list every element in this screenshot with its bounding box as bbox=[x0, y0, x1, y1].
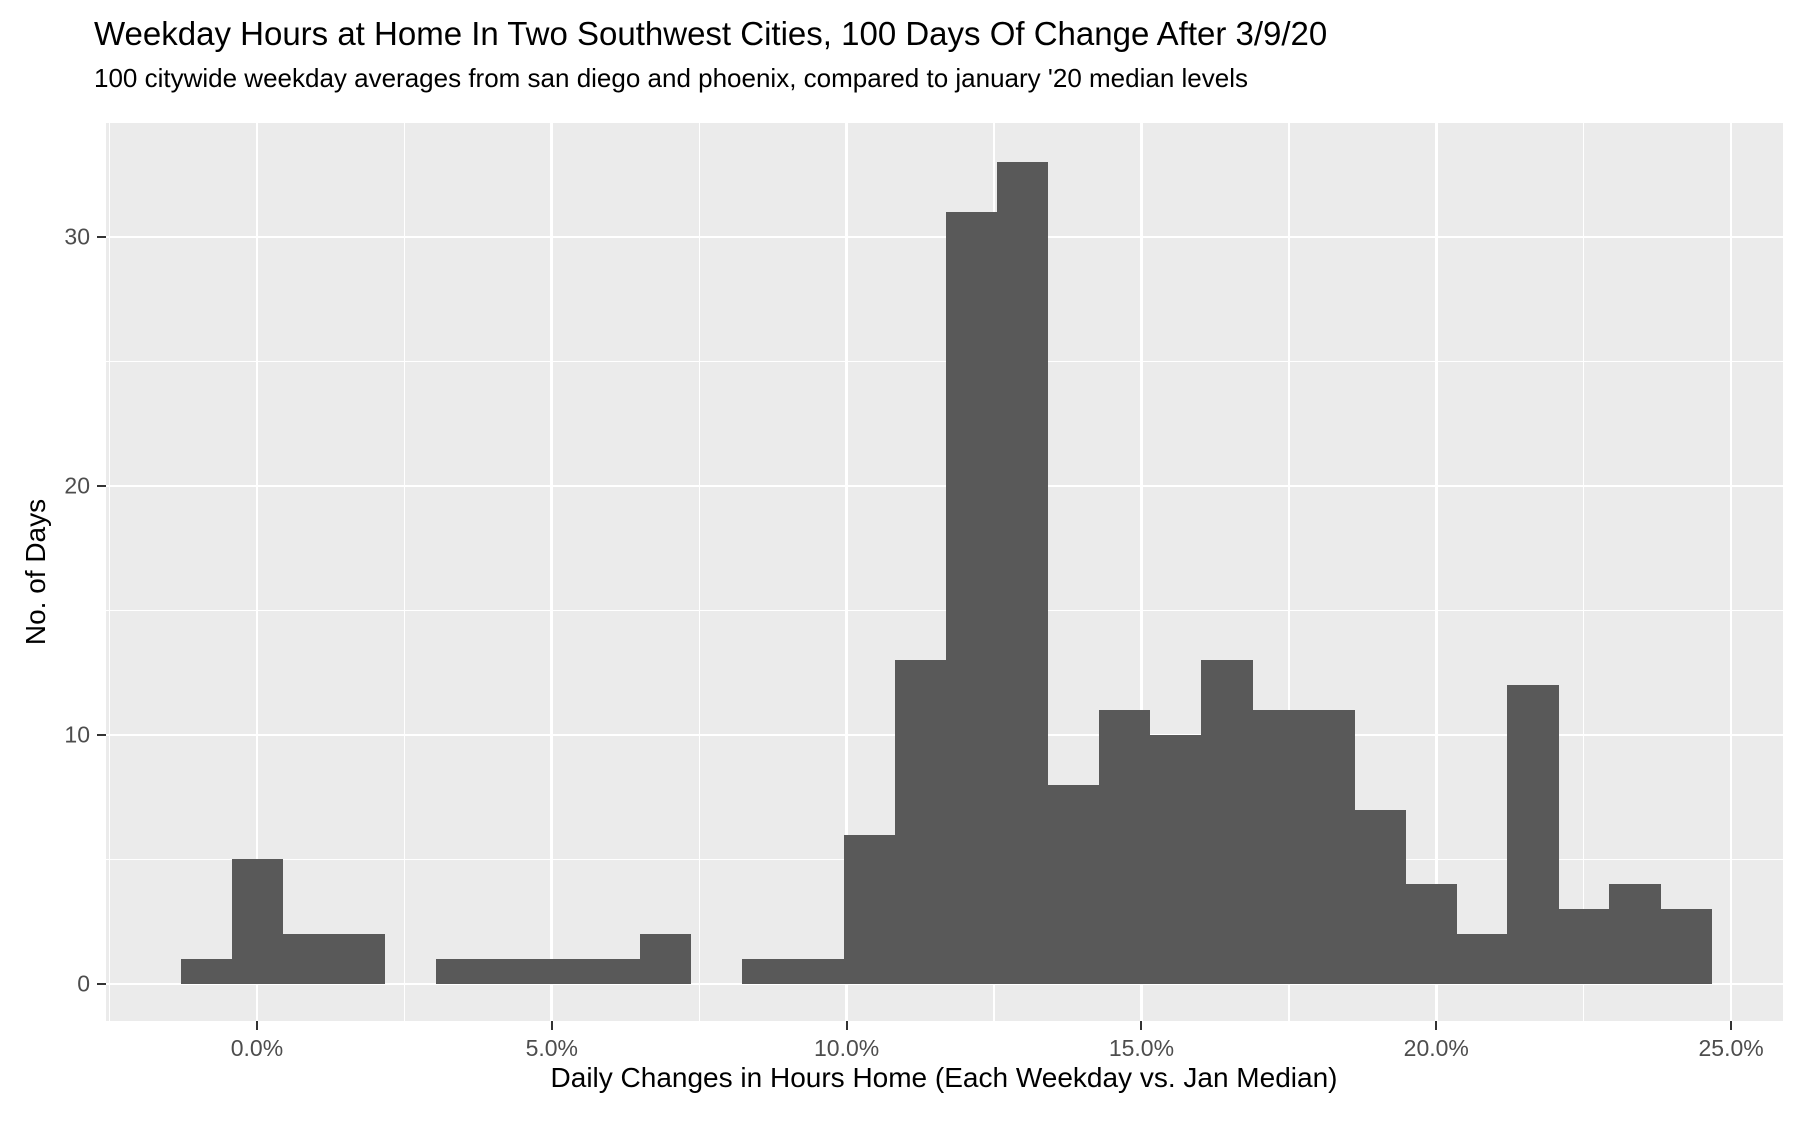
chart-subtitle: 100 citywide weekday averages from san d… bbox=[94, 63, 1248, 93]
histogram-bar bbox=[1609, 884, 1661, 984]
histogram-bar bbox=[1354, 809, 1406, 984]
x-tick-mark bbox=[845, 1021, 848, 1030]
histogram-bar bbox=[843, 834, 896, 984]
gridline-major-y bbox=[106, 982, 1783, 986]
chart-title: Weekday Hours at Home In Two Southwest C… bbox=[94, 15, 1328, 52]
histogram-bar bbox=[996, 162, 1049, 984]
gridline-major-y bbox=[106, 484, 1783, 488]
histogram-bar bbox=[333, 934, 386, 984]
y-tick-mark bbox=[97, 484, 106, 487]
histogram-bar bbox=[1660, 909, 1712, 984]
histogram-bar bbox=[1456, 934, 1508, 984]
histogram-bar bbox=[792, 959, 845, 984]
gridline-major-x bbox=[1434, 123, 1438, 1021]
gridline-minor-x bbox=[698, 123, 700, 1021]
x-tick-mark bbox=[255, 1021, 258, 1030]
histogram-bar bbox=[180, 959, 233, 984]
x-tick-label: 5.0% bbox=[525, 1035, 578, 1061]
histogram-bar bbox=[1405, 884, 1457, 984]
gridline-minor-y bbox=[106, 609, 1783, 612]
x-tick-mark bbox=[550, 1021, 553, 1030]
histogram-bar bbox=[588, 959, 641, 984]
histogram-bar bbox=[1303, 710, 1355, 984]
x-tick-mark bbox=[1730, 1021, 1733, 1030]
histogram-bar bbox=[1098, 710, 1151, 984]
histogram-bar bbox=[435, 959, 488, 984]
y-tick-label: 20 bbox=[64, 472, 90, 499]
histogram-bar bbox=[1252, 710, 1304, 984]
y-tick-mark bbox=[97, 982, 106, 985]
histogram-bar bbox=[945, 212, 998, 984]
histogram-bar bbox=[894, 660, 947, 984]
histogram-bar bbox=[486, 959, 539, 984]
histogram-bar bbox=[1149, 734, 1202, 984]
y-tick-mark bbox=[97, 236, 106, 239]
y-tick-label: 30 bbox=[64, 223, 90, 250]
x-tick-label: 20.0% bbox=[1403, 1035, 1469, 1061]
gridline-major-x bbox=[550, 123, 554, 1021]
gridline-minor-x bbox=[108, 123, 111, 1021]
gridline-major-x bbox=[845, 123, 848, 1021]
gridline-minor-x bbox=[1288, 123, 1290, 1021]
x-tick-label: 15.0% bbox=[1108, 1035, 1175, 1061]
histogram-bar bbox=[639, 934, 692, 984]
x-tick-label: 25.0% bbox=[1698, 1035, 1764, 1061]
histogram-bar bbox=[537, 959, 590, 984]
x-axis-title: Daily Changes in Hours Home (Each Weekda… bbox=[550, 1062, 1338, 1093]
plot-panel bbox=[106, 123, 1783, 1021]
gridline-minor-x bbox=[1582, 123, 1585, 1021]
y-tick-label: 10 bbox=[64, 721, 90, 748]
gridline-minor-x bbox=[403, 123, 406, 1021]
gridline-major-x bbox=[1729, 123, 1733, 1021]
x-tick-mark bbox=[1435, 1021, 1438, 1030]
histogram-bar bbox=[231, 859, 284, 984]
histogram-bar bbox=[282, 934, 335, 984]
histogram-bar bbox=[741, 959, 794, 984]
x-tick-label: 10.0% bbox=[814, 1035, 880, 1061]
histogram-bar bbox=[1047, 784, 1100, 984]
y-axis-title: No. of Days bbox=[20, 498, 51, 646]
x-tick-label: 0.0% bbox=[230, 1035, 284, 1061]
histogram-bar bbox=[1558, 909, 1610, 984]
gridline-minor-y bbox=[106, 360, 1783, 363]
histogram-bar bbox=[1507, 685, 1559, 984]
histogram-bar bbox=[1201, 660, 1253, 984]
x-tick-mark bbox=[1140, 1021, 1143, 1030]
gridline-major-x bbox=[1140, 123, 1143, 1021]
gridline-major-x bbox=[255, 123, 259, 1021]
gridline-major-y bbox=[106, 235, 1783, 239]
y-tick-mark bbox=[97, 733, 106, 736]
y-tick-label: 0 bbox=[77, 970, 90, 997]
